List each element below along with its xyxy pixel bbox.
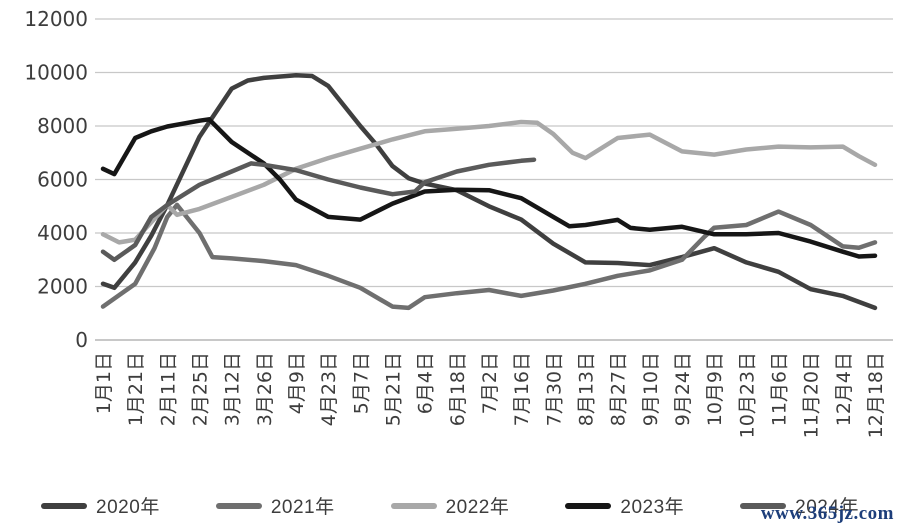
series-line-2020年: [100, 72, 878, 311]
x-tick-label: 6月4日: [415, 352, 437, 414]
legend-item-2020: 2020年: [41, 492, 160, 519]
y-tick-label: 4000: [37, 221, 88, 245]
x-tick-label: 3月26日: [254, 352, 276, 426]
x-tick-label: 12月4日: [833, 352, 855, 426]
legend-item-2023: 2023年: [565, 492, 684, 519]
x-tick-label: 10月9日: [704, 352, 726, 426]
series-line-2021年: [100, 202, 878, 311]
legend-label: 2024年: [795, 497, 859, 518]
y-tick-label: 10000: [24, 61, 88, 85]
series-line-2024年: [100, 157, 537, 263]
y-tick-label: 0: [75, 328, 88, 352]
y-tick-label: 6000: [37, 168, 88, 192]
x-tick-label: 1月21日: [125, 352, 147, 426]
x-tick-label: 7月16日: [511, 352, 533, 426]
x-tick-label: 5月7日: [350, 352, 372, 414]
plot-area: 0 2000 4000 6000 8000 10000 12000 1月1日 1月21日 2月11…: [24, 7, 893, 438]
legend: 2020年 2021年 2022年 2023年 2024年: [0, 492, 900, 519]
y-tick-label: 2000: [37, 275, 88, 299]
series-line-2022年: [100, 119, 878, 245]
legend-item-2024: 2024年: [740, 492, 859, 519]
x-tick-label: 12月18日: [865, 352, 887, 438]
x-tick-label: 11月20日: [801, 352, 823, 438]
x-tick-label: 7月30日: [543, 352, 565, 426]
legend-label: 2023年: [620, 497, 685, 518]
x-tick-label: 7月2日: [479, 352, 501, 414]
x-tick-label: 4月9日: [286, 352, 308, 414]
x-tick-label: 10月23日: [736, 352, 758, 438]
legend-swatch-2021: [215, 502, 262, 509]
x-tick-label: 8月13日: [576, 352, 598, 426]
series-line-2023年: [100, 117, 878, 259]
legend-label: 2021年: [270, 497, 335, 518]
x-tick-label: 1月1日: [93, 352, 115, 414]
x-tick-label: 9月10日: [640, 352, 662, 426]
x-tick-label: 11月6日: [769, 352, 791, 426]
watermark: www.365jz.com: [760, 503, 894, 524]
x-tick-label: 2月25日: [190, 352, 212, 426]
x-tick-label: 2月11日: [157, 352, 179, 426]
x-tick-label: 4月23日: [318, 352, 340, 426]
legend-swatch-2023: [565, 502, 612, 509]
y-tick-label: 12000: [24, 7, 88, 31]
legend-swatch-2022: [390, 502, 437, 509]
legend-label: 2022年: [445, 497, 510, 518]
x-tick-label: 9月24日: [672, 352, 694, 426]
legend-item-2022: 2022年: [390, 492, 510, 519]
x-tick-label: 3月12日: [222, 352, 244, 426]
legend-swatch-2024: [740, 502, 787, 509]
legend-label: 2020年: [96, 497, 160, 518]
y-tick-label: 8000: [37, 114, 88, 138]
legend-item-2021: 2021年: [215, 492, 335, 519]
x-tick-label: 8月27日: [608, 352, 630, 426]
x-tick-label: 5月21日: [383, 352, 405, 426]
x-tick-label: 6月18日: [447, 352, 469, 426]
legend-swatch-2020: [41, 502, 88, 509]
